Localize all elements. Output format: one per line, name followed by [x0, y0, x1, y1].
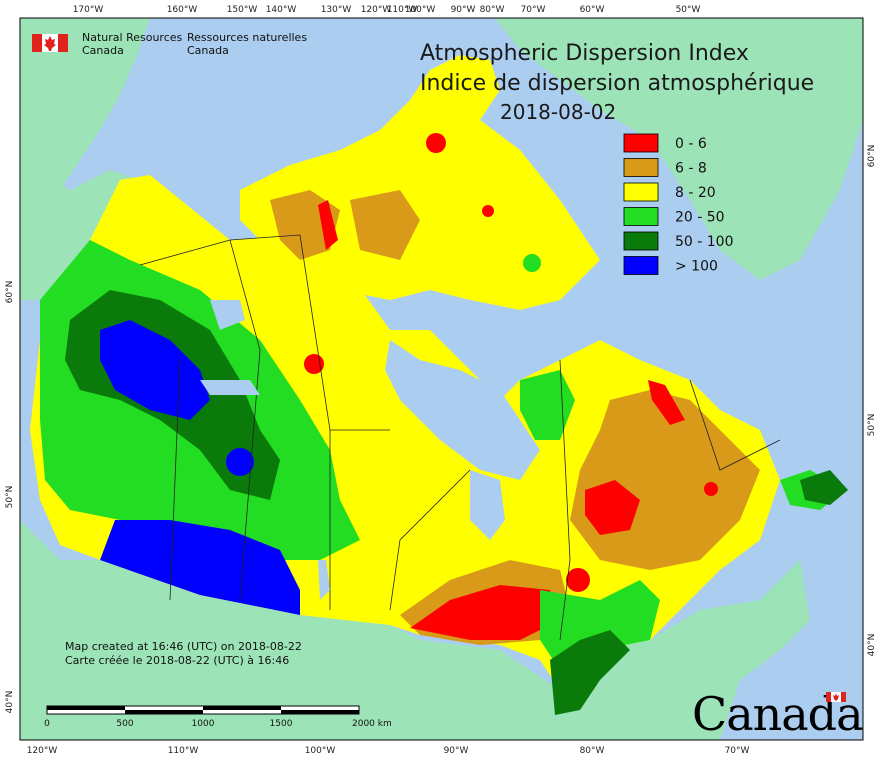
- zone-red-spot-5: [482, 205, 494, 217]
- org-en-line1: Natural Resources: [82, 31, 183, 44]
- zone-green-spot-1: [523, 254, 541, 272]
- zone-blue-north: [100, 320, 210, 420]
- legend-swatch: [623, 182, 659, 202]
- wordmark-flag-left: [826, 692, 831, 702]
- created-note-en: Map created at 16:46 (UTC) on 2018-08-22: [65, 640, 302, 653]
- org-en-line2: Canada: [82, 44, 124, 57]
- flag-left-bar: [32, 34, 42, 52]
- scale-label-1: 500: [116, 719, 133, 729]
- scale-label-0: 0: [44, 719, 50, 729]
- title-date: 2018-08-02: [500, 100, 616, 124]
- title-fr: Indice de dispersion atmosphérique: [420, 71, 814, 96]
- scale-label-2: 1000: [192, 719, 215, 729]
- bottom-tick-5: 70°W: [725, 746, 750, 756]
- hudson-bay: [385, 340, 540, 480]
- right-tick-2: 40°N: [867, 634, 877, 657]
- scale-label-3: 1500: [270, 719, 293, 729]
- great-slave-lake: [200, 380, 260, 395]
- top-tick-labels: 170°W 160°W 150°W 140°W 130°W 120°W110°W100°W…: [73, 5, 701, 15]
- bottom-tick-3: 90°W: [444, 746, 469, 756]
- top-tick-5: 120°W: [361, 5, 392, 15]
- legend-label: 50 - 100: [675, 234, 734, 250]
- zone-darkgreen-ontario: [550, 630, 630, 715]
- org-fr-line1: Ressources naturelles: [187, 31, 307, 44]
- org-fr-line2: Canada: [187, 44, 229, 57]
- great-bear-lake: [210, 300, 245, 330]
- top-tick-10: 70°W: [521, 5, 546, 15]
- top-tick-9: 80°W: [480, 5, 505, 15]
- provincial-boundaries: [139, 234, 781, 641]
- alaska-south-land: [20, 160, 140, 300]
- legend-label: 6 - 8: [675, 161, 707, 177]
- zone-red-ontario: [410, 585, 560, 640]
- right-tick-labels: 60°N 50°N 40°N: [867, 145, 877, 657]
- legend-swatch: [623, 231, 659, 251]
- top-tick-12: 50°W: [676, 5, 701, 15]
- left-tick-1: 50°N: [5, 486, 15, 509]
- zone-red-spot-4: [704, 482, 718, 496]
- right-tick-0: 60°N: [867, 145, 877, 168]
- title-en: Atmospheric Dispersion Index: [420, 41, 749, 66]
- top-tick-1: 160°W: [167, 5, 198, 15]
- james-bay: [470, 470, 505, 540]
- legend-label: 8 - 20: [675, 185, 716, 201]
- legend-swatch: [623, 158, 659, 177]
- scale-bar: 0 500 1000 1500 2000 km: [44, 705, 392, 729]
- bottom-tick-2: 100°W: [305, 746, 336, 756]
- lake-winnipeg: [318, 560, 330, 600]
- zone-blue-spot: [226, 448, 254, 476]
- zone-red-arctic: [318, 200, 338, 250]
- flag-right-bar: [58, 34, 68, 52]
- legend-swatch: [623, 207, 659, 226]
- top-tick-0: 170°W: [73, 5, 104, 15]
- zone-darkgreen-newfoundland: [800, 470, 848, 505]
- map-outline: [19, 17, 864, 741]
- usa-land: [20, 520, 810, 740]
- legend-swatch: [623, 256, 659, 275]
- zone-red-spot-3: [566, 568, 590, 592]
- top-tick-4: 130°W: [321, 5, 352, 15]
- zone-blue-south: [100, 520, 300, 615]
- created-note-fr: Carte créée le 2018-08-22 (UTC) à 16:46: [65, 654, 289, 667]
- top-tick-7: 100°W: [405, 5, 436, 15]
- bottom-tick-0: 120°W: [27, 746, 58, 756]
- top-tick-11: 60°W: [580, 5, 605, 15]
- nrcan-signature: Natural Resources Canada Ressources natu…: [32, 31, 307, 57]
- map-canvas: [20, 18, 863, 740]
- canada-wordmark: Canada: [692, 687, 864, 741]
- legend-label: > 100: [675, 259, 718, 275]
- wordmark-flag-right: [841, 692, 846, 702]
- bottom-tick-4: 80°W: [580, 746, 605, 756]
- zone-orange-arctic2: [350, 190, 420, 260]
- top-tick-6: 110°W: [387, 5, 418, 15]
- top-tick-2: 150°W: [227, 5, 258, 15]
- bottom-tick-1: 110°W: [168, 746, 199, 756]
- top-tick-3: 140°W: [266, 5, 297, 15]
- left-tick-2: 40°N: [5, 691, 15, 714]
- zone-red-spot-1: [426, 133, 446, 153]
- zone-red-labrador: [648, 380, 685, 425]
- right-tick-1: 50°N: [867, 414, 877, 437]
- legend-label: 20 - 50: [675, 210, 725, 226]
- legend: 0 - 6 6 - 8 8 - 20 20 - 50 50 - 100 > 100: [623, 133, 734, 275]
- left-tick-labels: 60°N 50°N 40°N: [5, 281, 15, 714]
- greenland-land: [495, 18, 863, 280]
- bottom-tick-labels: 120°W 110°W 100°W 90°W 80°W 70°W: [27, 746, 750, 756]
- scale-label-4: 2000 km: [352, 719, 392, 729]
- zone-red-quebec: [585, 480, 640, 535]
- left-tick-0: 60°N: [5, 281, 15, 304]
- maple-leaf-icon: [44, 36, 56, 51]
- legend-swatch: [623, 133, 659, 153]
- wordmark-maple-leaf-icon: [833, 693, 839, 701]
- legend-label: 0 - 6: [675, 136, 707, 152]
- top-tick-8: 90°W: [451, 5, 476, 15]
